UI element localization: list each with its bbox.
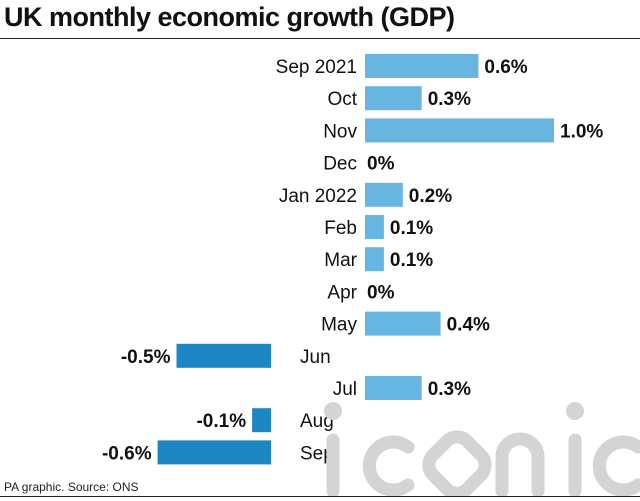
category-label: Sep 2021	[276, 57, 357, 78]
bar-negative	[176, 343, 271, 368]
bar-negative	[252, 408, 271, 433]
category-label: Jun	[300, 347, 331, 368]
value-label: 0.1%	[390, 218, 433, 239]
bar-positive	[365, 54, 479, 78]
category-label: Aug	[300, 411, 334, 432]
bar-positive	[365, 215, 384, 239]
bar-negative	[157, 440, 271, 465]
value-label: 0%	[367, 282, 395, 303]
title-rule	[0, 38, 640, 39]
category-label: Jul	[333, 379, 357, 400]
bar-positive	[365, 376, 422, 400]
value-label: 0%	[367, 154, 395, 175]
value-label: 0.1%	[390, 250, 433, 271]
watermark-logo	[324, 402, 640, 496]
category-label: Feb	[324, 218, 357, 239]
value-label: 0.6%	[484, 57, 527, 78]
category-label: May	[321, 315, 357, 336]
bar-positive	[365, 118, 554, 143]
bar-positive	[365, 86, 422, 111]
value-label: 1.0%	[560, 121, 603, 142]
bottom-rule	[0, 496, 640, 497]
bar-positive	[365, 247, 384, 272]
category-label: Jan 2022	[279, 186, 357, 207]
source-note: PA graphic. Source: ONS	[4, 480, 139, 494]
bar-positive	[365, 311, 441, 336]
category-label: Sep	[300, 443, 334, 464]
category-label: Oct	[327, 89, 357, 110]
category-label: Mar	[324, 250, 357, 271]
value-label: -0.1%	[196, 411, 246, 432]
value-label: 0.2%	[409, 186, 452, 207]
value-label: 0.3%	[428, 379, 471, 400]
bar-positive	[365, 182, 403, 207]
value-label: 0.4%	[447, 315, 490, 336]
value-label: 0.3%	[428, 89, 471, 110]
category-label: Dec	[323, 154, 357, 175]
category-label: Nov	[323, 121, 357, 142]
category-label: Apr	[327, 282, 357, 303]
value-label: -0.6%	[102, 443, 152, 464]
chart-title: UK monthly economic growth (GDP)	[4, 2, 455, 32]
value-label: -0.5%	[121, 347, 171, 368]
